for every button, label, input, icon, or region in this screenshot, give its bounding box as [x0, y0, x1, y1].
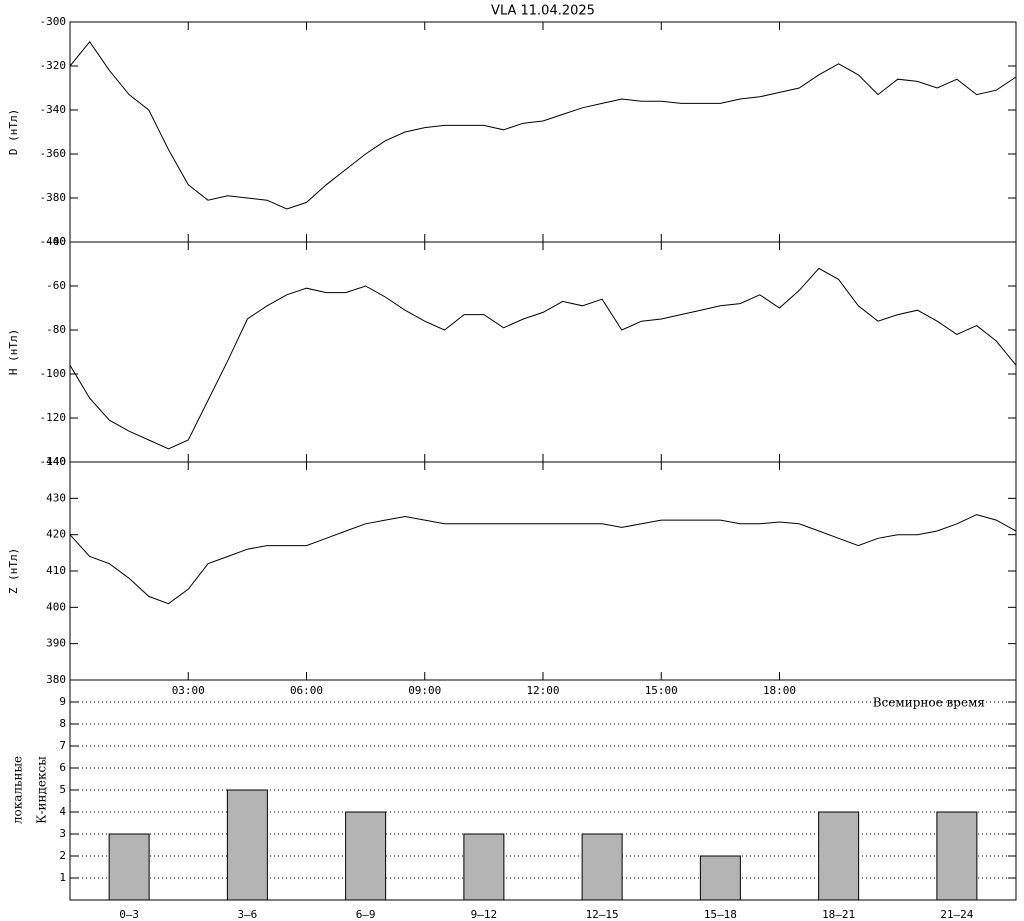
x-tick-label: 09:00: [408, 684, 441, 697]
y-axis-label: H (нТл): [7, 329, 20, 375]
y-tick-label: 390: [46, 637, 66, 650]
plot-frame: [69, 21, 1017, 243]
data-line: [69, 267, 1017, 450]
y-tick-label: 2: [59, 849, 66, 862]
y-tick-label: -340: [40, 103, 67, 116]
x-tick-label: 18:00: [763, 684, 796, 697]
bar: [226, 789, 268, 901]
x-tick-label: 0–3: [119, 908, 139, 921]
x-tick-label: 12:00: [526, 684, 559, 697]
x-tick-label: 06:00: [290, 684, 323, 697]
y-tick-label: 8: [59, 717, 66, 730]
x-tick-label: 21–24: [940, 908, 973, 921]
x-tick-label: 15:00: [645, 684, 678, 697]
x-tick-label: 18–21: [822, 908, 855, 921]
y-tick-label: -320: [40, 59, 67, 72]
bar: [345, 811, 387, 901]
x-tick-label: 15–18: [704, 908, 737, 921]
y-tick-label: 4: [59, 805, 66, 818]
y-tick-label: -360: [40, 147, 67, 160]
y-tick-label: -120: [40, 411, 67, 424]
y-tick-label: 9: [59, 695, 66, 708]
y-tick-label: 3: [59, 827, 66, 840]
plot-frame: [69, 461, 1017, 681]
data-line: [69, 40, 1017, 210]
x-axis-label: Всемирное время: [873, 696, 985, 710]
y-tick-label: 420: [46, 528, 66, 541]
y-tick-label: -60: [46, 279, 66, 292]
y-axis-label: D (нТл): [7, 109, 20, 155]
y-axis-label: Z (нТл): [7, 548, 20, 594]
y-tick-label: -100: [40, 367, 67, 380]
x-tick-label: 9–12: [471, 908, 498, 921]
y-tick-label: -400: [40, 235, 67, 248]
y-tick-label: 380: [46, 673, 66, 686]
data-line: [69, 514, 1017, 605]
y-tick-label: 1: [59, 871, 66, 884]
y-tick-label: 430: [46, 491, 66, 504]
bar: [581, 833, 623, 901]
y-tick-label: -40: [46, 235, 66, 248]
y-tick-label: -140: [40, 455, 67, 468]
bar: [463, 833, 505, 901]
y-tick-label: 440: [46, 455, 66, 468]
y-tick-label: 7: [59, 739, 66, 752]
y-tick-label: 5: [59, 783, 66, 796]
y-tick-label: 410: [46, 564, 66, 577]
y-tick-label: -80: [46, 323, 66, 336]
plot-frame: [69, 241, 1017, 463]
bar: [108, 833, 150, 901]
y-tick-label: -300: [40, 15, 67, 28]
x-tick-label: 3–6: [237, 908, 257, 921]
bar: [936, 811, 978, 901]
y-tick-label: 6: [59, 761, 66, 774]
y-tick-label: 400: [46, 600, 66, 613]
x-tick-label: 12–15: [586, 908, 619, 921]
y-tick-label: -380: [40, 191, 67, 204]
y-axis-label: К-индексы: [35, 756, 49, 824]
bar: [699, 855, 741, 901]
x-tick-label: 6–9: [356, 908, 376, 921]
bar: [818, 811, 860, 901]
chart-title: VLA 11.04.2025: [491, 4, 595, 19]
y-axis-label: локальные: [11, 756, 25, 824]
x-tick-label: 03:00: [172, 684, 205, 697]
